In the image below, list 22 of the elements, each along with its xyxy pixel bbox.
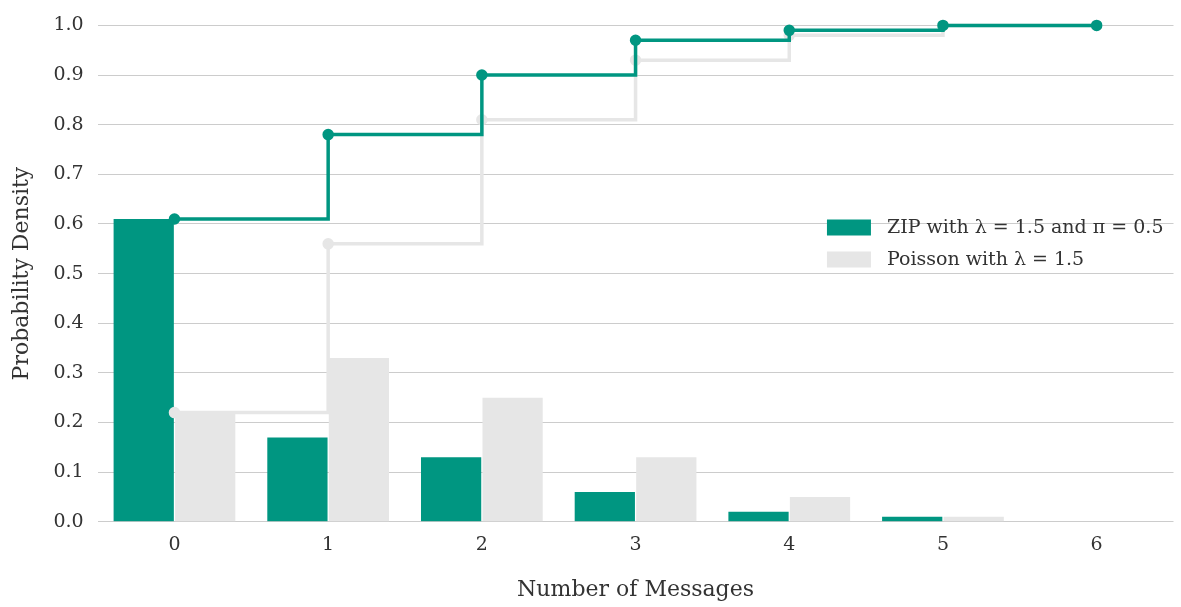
x-tick-label: 6 — [1090, 532, 1103, 555]
y-tick-label: 0.6 — [53, 210, 84, 233]
x-axis-title: Number of Messages — [517, 575, 755, 601]
y-tick-label: 0.0 — [53, 508, 84, 531]
y-tick-label: 0.3 — [53, 359, 84, 382]
y-tick-label: 0.8 — [53, 111, 84, 134]
x-tick-label: 0 — [168, 532, 181, 555]
x-tick-label: 4 — [783, 532, 796, 555]
y-tick-label: 0.1 — [53, 459, 84, 482]
x-tick-label: 3 — [629, 532, 642, 555]
x-tick-label: 1 — [322, 532, 335, 555]
y-tick-label: 0.7 — [53, 161, 84, 184]
legend-label: ZIP with λ = 1.5 and π = 0.5 — [886, 214, 1164, 237]
y-tick-label: 0.5 — [53, 260, 84, 283]
y-tick-label: 0.9 — [53, 61, 84, 84]
x-tick-label: 5 — [936, 532, 949, 555]
y-tick-label: 0.4 — [53, 310, 84, 333]
y-tick-label: 1.0 — [53, 12, 84, 35]
y-axis-title: Probability Density — [7, 166, 33, 381]
y-tick-label: 0.2 — [53, 409, 84, 432]
legend-label: Poisson with λ = 1.5 — [886, 246, 1085, 269]
x-tick-label: 2 — [475, 532, 488, 555]
